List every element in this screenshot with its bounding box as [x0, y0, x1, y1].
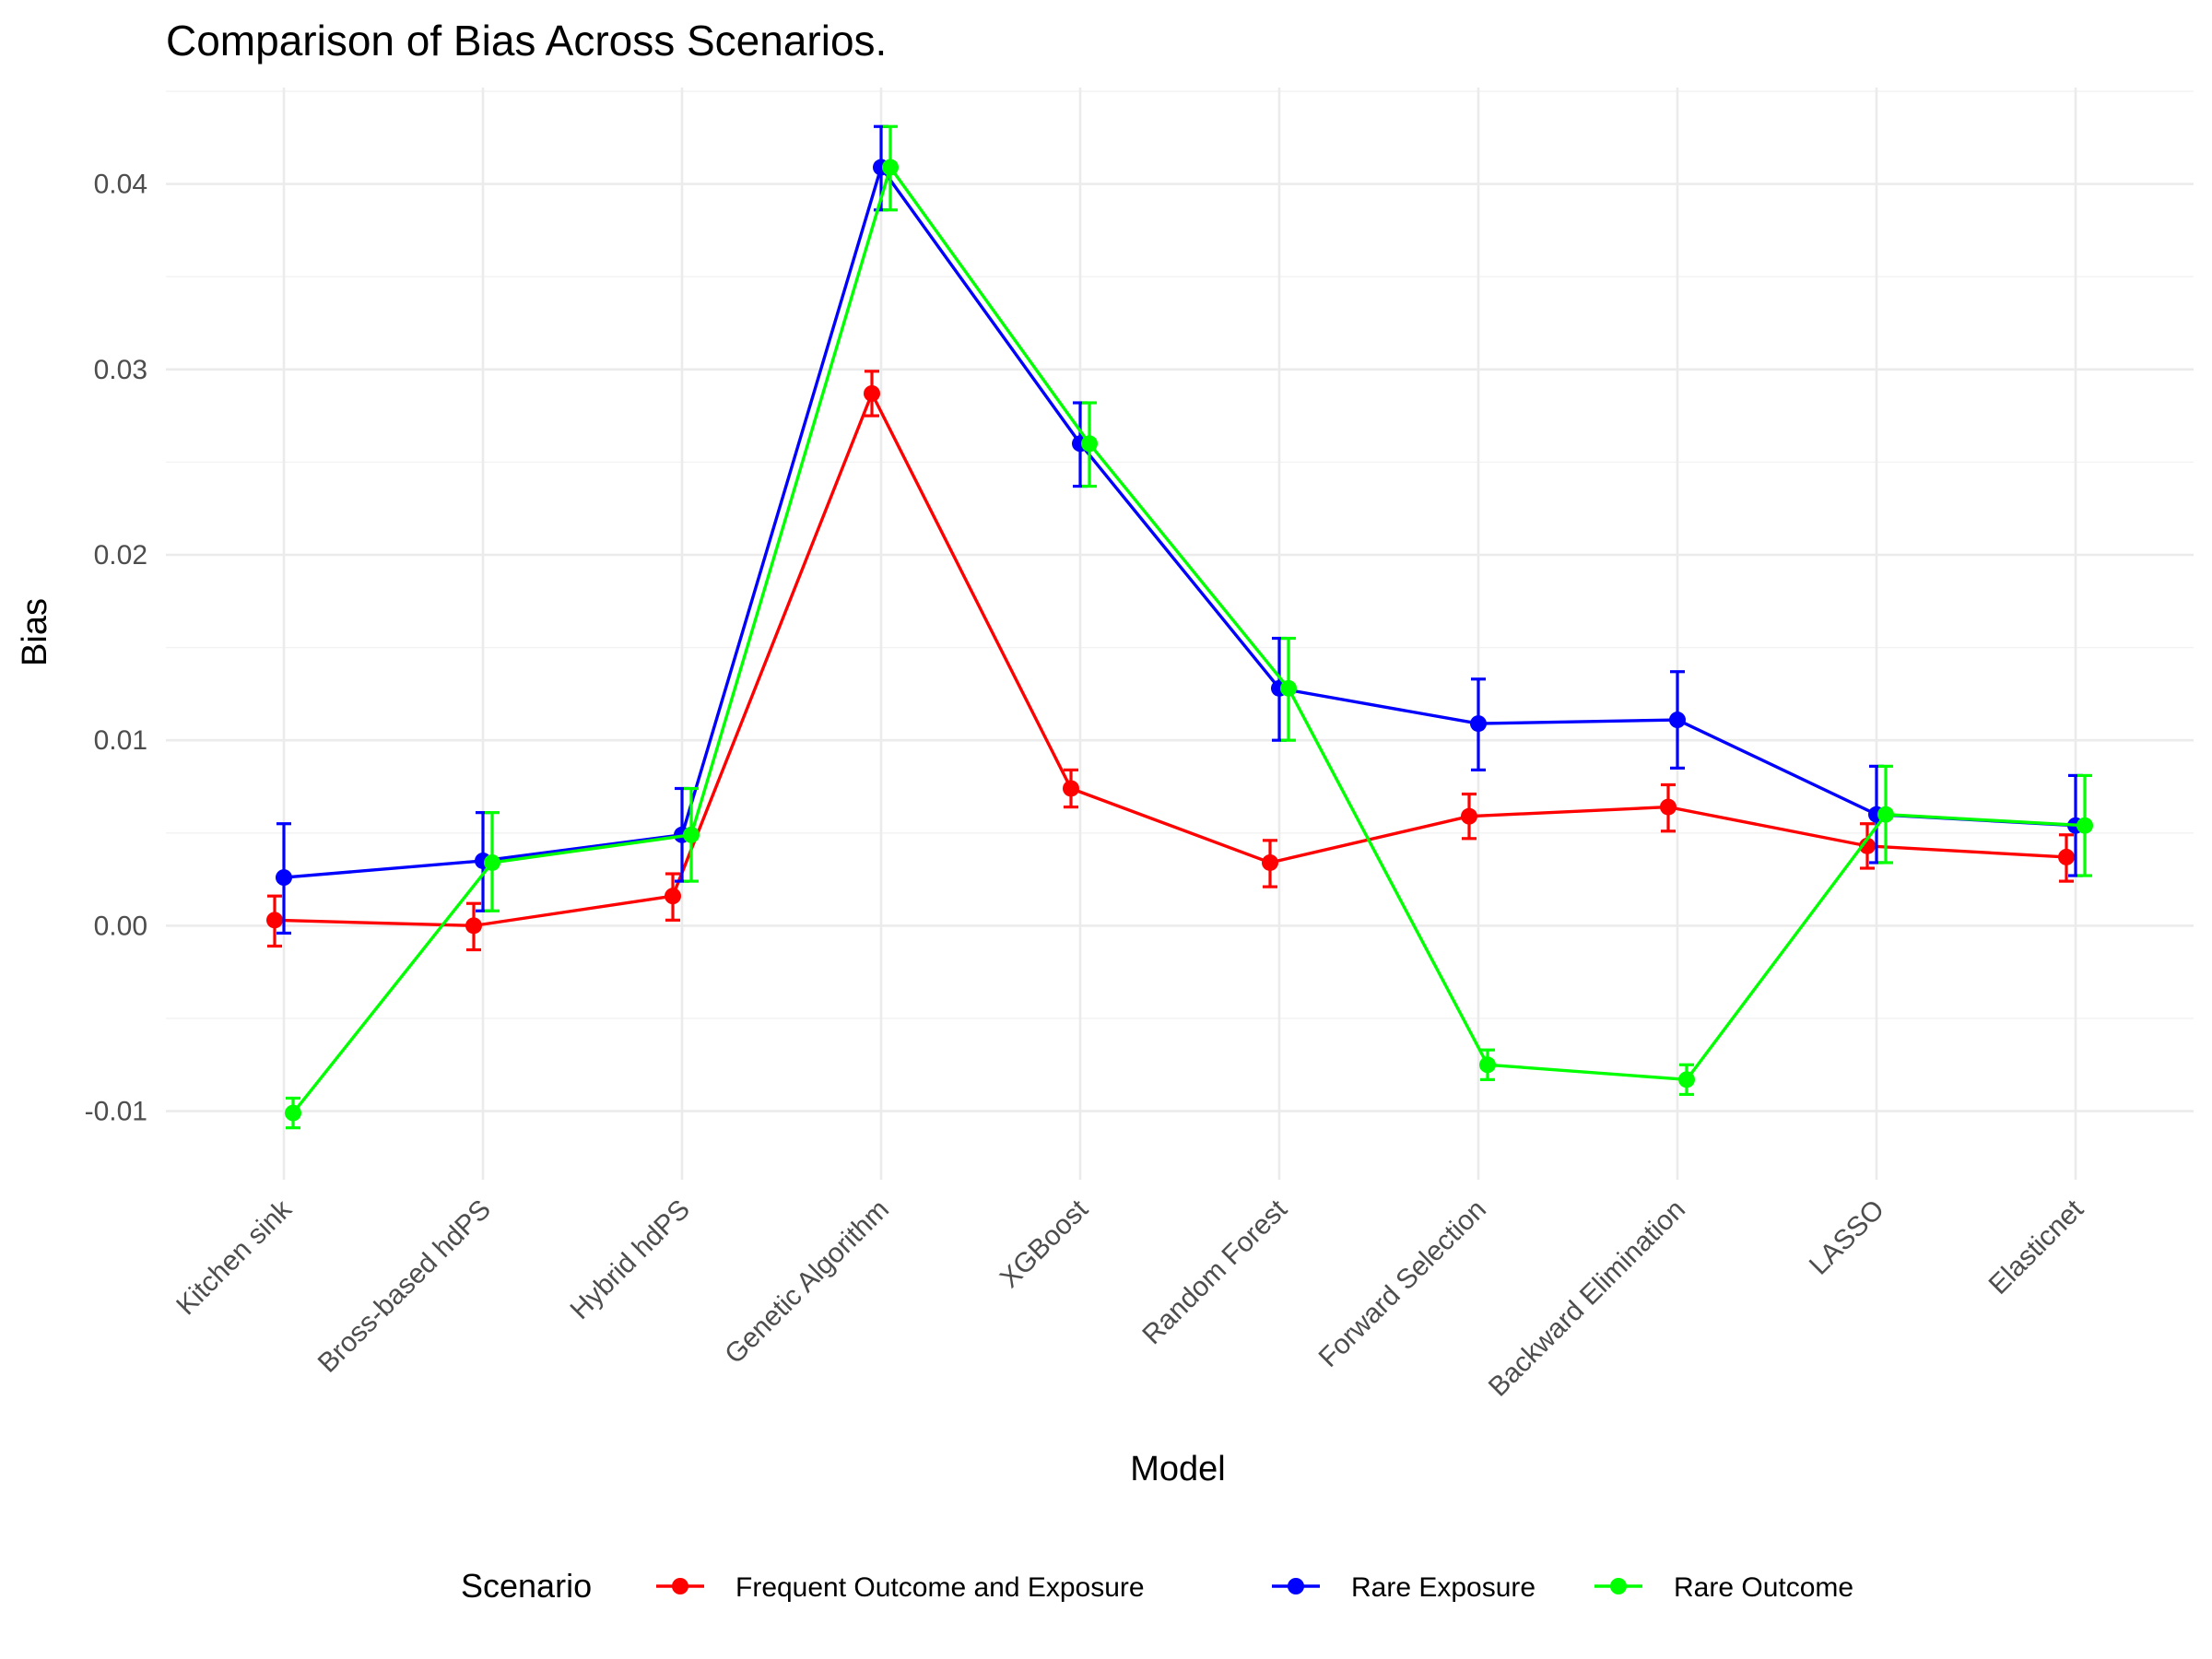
x-tick-label: Hybrid hdPS — [565, 1194, 696, 1325]
x-axis-title: Model — [1130, 1450, 1226, 1488]
legend-item: Frequent Outcome and Exposure — [656, 1572, 1145, 1603]
data-point — [1660, 798, 1677, 816]
x-tick-label: Forward Selection — [1313, 1194, 1492, 1373]
y-tick-label: 0.01 — [94, 725, 147, 756]
data-point — [665, 888, 681, 905]
x-tick-label: Genetic Algorithm — [719, 1194, 895, 1371]
data-point — [1280, 679, 1297, 697]
series-line — [283, 165, 2077, 879]
x-tick-label: Bross-based hdPS — [312, 1194, 497, 1379]
y-tick-label: 0.04 — [94, 170, 147, 200]
series-layer — [266, 124, 2093, 1130]
data-point — [2077, 817, 2093, 834]
legend-point-key — [1288, 1578, 1304, 1594]
data-point — [266, 912, 283, 929]
legend-label: Rare Outcome — [1674, 1572, 1853, 1603]
series-line — [274, 392, 2067, 928]
data-point — [465, 917, 482, 935]
data-point — [1470, 715, 1487, 733]
legend-label: Frequent Outcome and Exposure — [735, 1572, 1145, 1603]
legend-item: Rare Exposure — [1272, 1572, 1535, 1603]
data-point — [484, 853, 500, 871]
x-tick-label: Random Forest — [1136, 1194, 1293, 1350]
series-line — [291, 165, 2086, 1114]
data-point — [1262, 853, 1278, 871]
series-1 — [276, 124, 2084, 935]
grid-lines — [166, 88, 2194, 1180]
y-tick-label: 0.03 — [94, 355, 147, 385]
data-point — [1859, 837, 1876, 854]
data-point — [1081, 435, 1098, 453]
legend-item: Rare Outcome — [1594, 1572, 1853, 1603]
data-point — [882, 159, 899, 176]
y-axis-title: Bias — [16, 598, 54, 666]
legend-point-key — [672, 1578, 688, 1594]
x-tick-label: Kitchen sink — [171, 1194, 298, 1321]
data-point — [1479, 1056, 1496, 1074]
legend-label: Rare Exposure — [1351, 1572, 1535, 1603]
x-tick-label: XGBoost — [994, 1194, 1095, 1294]
chart-title: Comparison of Bias Across Scenarios. — [166, 17, 887, 65]
legend: Scenario Frequent Outcome and Exposure Ra… — [461, 1567, 1853, 1605]
data-point — [864, 384, 880, 402]
data-point — [1877, 806, 1894, 823]
data-point — [683, 826, 700, 843]
legend-point-key — [1610, 1578, 1627, 1594]
y-tick-label: 0.00 — [94, 911, 147, 941]
legend-title: Scenario — [461, 1567, 592, 1605]
data-point — [1063, 780, 1079, 797]
x-tick-label: Elasticnet — [1983, 1194, 2090, 1300]
y-tick-label: -0.01 — [85, 1097, 147, 1127]
x-tick-label: LASSO — [1804, 1194, 1890, 1281]
x-tick-label: Backward Elimination — [1483, 1194, 1691, 1403]
y-tick-label: 0.02 — [94, 540, 147, 571]
legend-items: Frequent Outcome and Exposure Rare Exposu… — [656, 1572, 1853, 1603]
data-point — [276, 869, 292, 887]
data-point — [285, 1104, 301, 1122]
data-point — [1461, 807, 1477, 825]
series-2 — [285, 124, 2093, 1130]
y-axis-ticks: -0.01 0.00 0.01 0.02 0.03 0.04 — [85, 170, 147, 1127]
data-point — [1678, 1071, 1695, 1088]
data-point — [1669, 712, 1686, 729]
series-0 — [266, 370, 2075, 952]
data-point — [2058, 848, 2075, 865]
x-axis-ticks: Kitchen sink Bross-based hdPS Hybrid hdPS G… — [171, 1194, 2089, 1403]
